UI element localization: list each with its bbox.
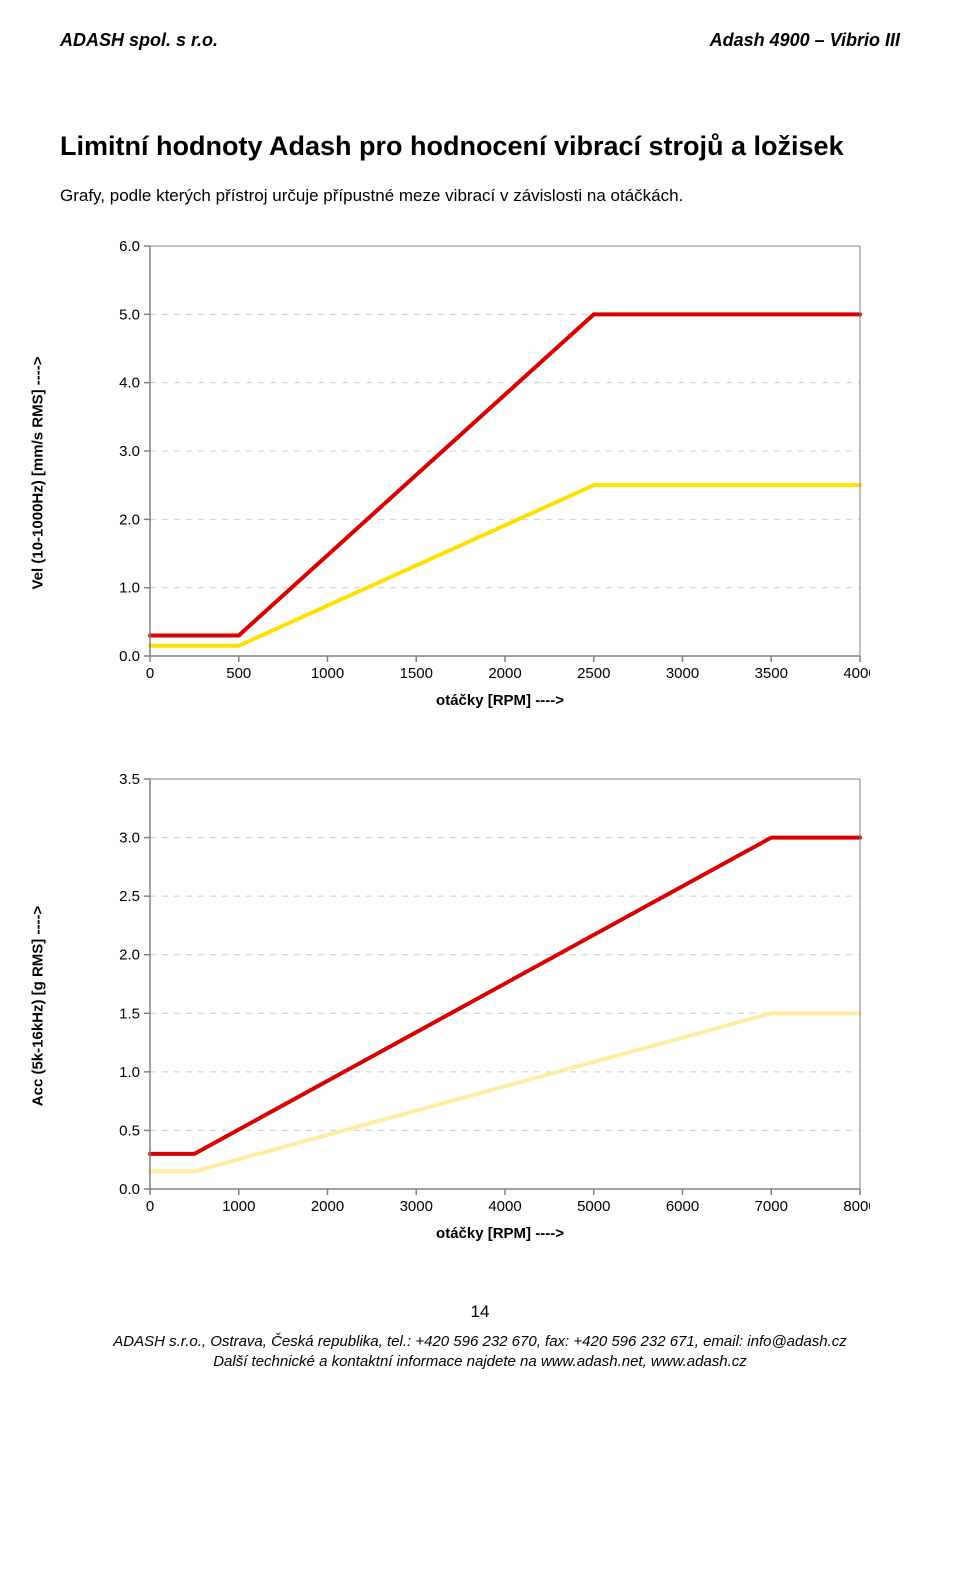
svg-text:4.0: 4.0	[119, 375, 140, 392]
svg-text:2.0: 2.0	[119, 511, 140, 528]
svg-text:1.0: 1.0	[119, 1064, 140, 1081]
footer-line2: Další technické a kontaktní informace na…	[60, 1352, 900, 1372]
svg-text:3000: 3000	[400, 1198, 433, 1215]
svg-text:3.0: 3.0	[119, 443, 140, 460]
header-left: ADASH spol. s r.o.	[60, 30, 218, 51]
page-number: 14	[60, 1302, 900, 1322]
svg-text:2.5: 2.5	[119, 888, 140, 905]
page-title: Limitní hodnoty Adash pro hodnocení vibr…	[60, 131, 900, 162]
page-footer: ADASH s.r.o., Ostrava, Česká republika, …	[60, 1332, 900, 1373]
svg-text:8000: 8000	[843, 1198, 870, 1215]
svg-text:0.5: 0.5	[119, 1122, 140, 1139]
svg-text:2500: 2500	[577, 665, 610, 682]
chart2-svg: 0 1000 2000 3000 4000 5000 6000 7000 8000 0.0 0.5 1…	[100, 769, 870, 1219]
svg-text:3.5: 3.5	[119, 771, 140, 788]
svg-text:2.0: 2.0	[119, 947, 140, 964]
chart-velocity: Vel (10-1000Hz) [mm/s RMS] ----> 0500100…	[60, 236, 900, 709]
page-header: ADASH spol. s r.o. Adash 4900 – Vibrio I…	[60, 30, 900, 51]
svg-text:3500: 3500	[755, 665, 788, 682]
svg-text:1500: 1500	[400, 665, 433, 682]
svg-text:7000: 7000	[755, 1198, 788, 1215]
chart1-ylabel: Vel (10-1000Hz) [mm/s RMS] ---->	[30, 356, 47, 589]
chart1-svg: 0 500 1000 1500 2000 2500 3000 3500 4000 0.0 1.0 2.…	[100, 236, 870, 686]
chart-acceleration: Acc (5k-16kHz) [g RMS] ----> 01000200030…	[60, 769, 900, 1242]
svg-text:4000: 4000	[488, 1198, 521, 1215]
svg-text:0.0: 0.0	[119, 1181, 140, 1198]
svg-text:2000: 2000	[311, 1198, 344, 1215]
svg-text:4000: 4000	[843, 665, 870, 682]
svg-text:1.5: 1.5	[119, 1005, 140, 1022]
svg-text:6.0: 6.0	[119, 238, 140, 255]
page-subtitle: Grafy, podle kterých přístroj určuje pří…	[60, 186, 900, 206]
footer-line1: ADASH s.r.o., Ostrava, Česká republika, …	[60, 1332, 900, 1352]
chart2-xlabel: otáčky [RPM] ---->	[100, 1225, 900, 1242]
svg-text:1.0: 1.0	[119, 580, 140, 597]
svg-text:5000: 5000	[577, 1198, 610, 1215]
svg-text:3000: 3000	[666, 665, 699, 682]
header-right: Adash 4900 – Vibrio III	[710, 30, 900, 51]
svg-text:3.0: 3.0	[119, 830, 140, 847]
svg-text:500: 500	[226, 665, 251, 682]
svg-text:1000: 1000	[311, 665, 344, 682]
svg-text:5.0: 5.0	[119, 306, 140, 323]
svg-text:6000: 6000	[666, 1198, 699, 1215]
svg-text:2000: 2000	[488, 665, 521, 682]
chart1-xlabel: otáčky [RPM] ---->	[100, 692, 900, 709]
svg-text:1000: 1000	[222, 1198, 255, 1215]
svg-text:0: 0	[146, 665, 154, 682]
svg-text:0.0: 0.0	[119, 648, 140, 665]
svg-text:0: 0	[146, 1198, 154, 1215]
chart2-ylabel: Acc (5k-16kHz) [g RMS] ---->	[30, 905, 47, 1105]
